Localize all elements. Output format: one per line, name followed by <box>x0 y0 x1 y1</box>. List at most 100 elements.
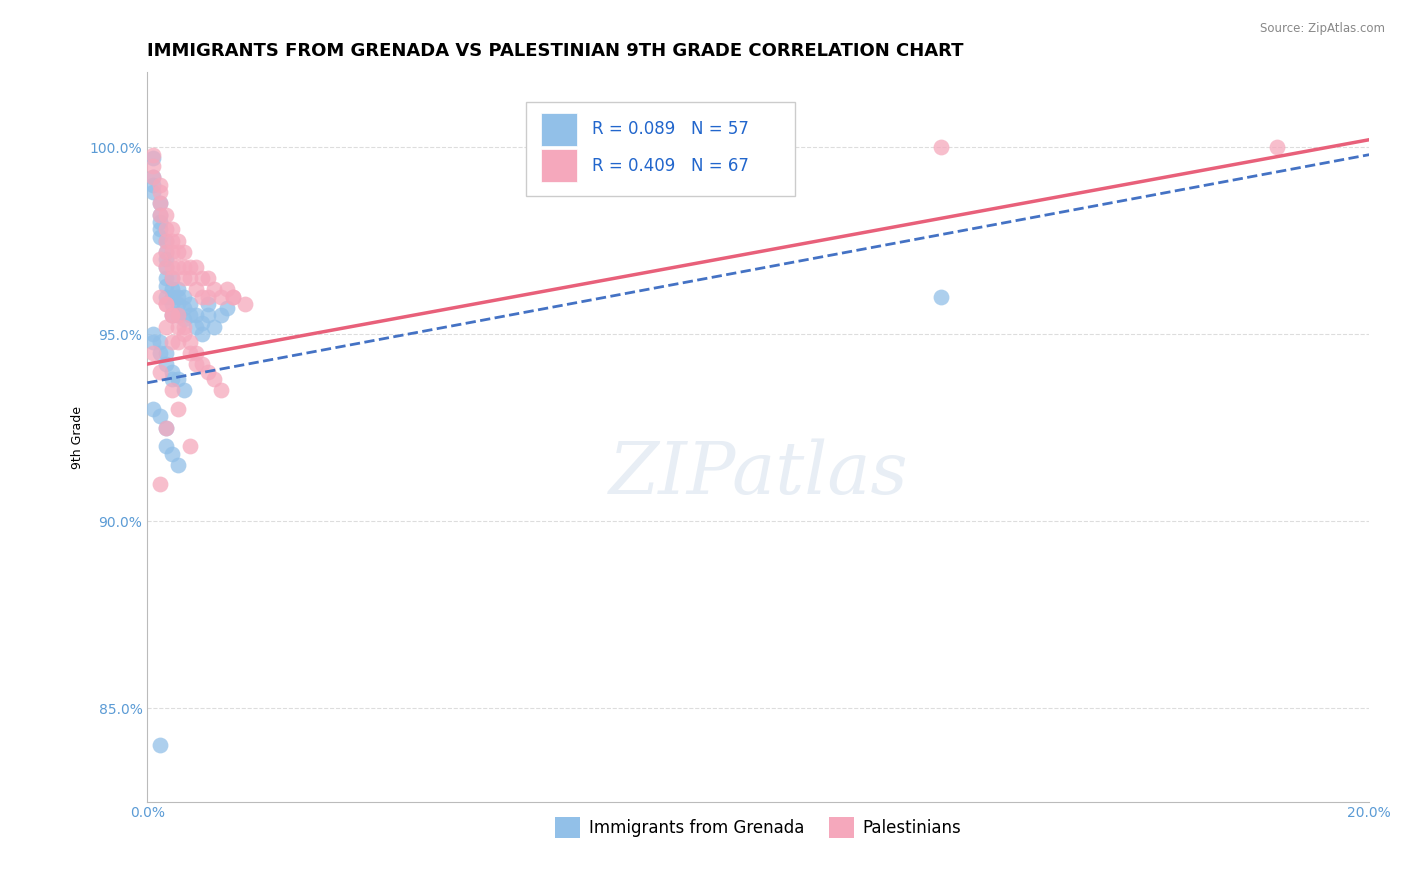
Point <box>142 401 165 416</box>
Point <box>173 271 195 285</box>
Point <box>166 244 188 259</box>
Point <box>155 420 177 434</box>
Point <box>160 384 183 398</box>
Point <box>179 439 201 453</box>
Point <box>160 309 183 323</box>
Point <box>197 309 219 323</box>
Point <box>142 159 165 173</box>
Point <box>155 357 177 371</box>
FancyBboxPatch shape <box>526 102 794 196</box>
Point <box>166 319 188 334</box>
Point <box>197 297 219 311</box>
Point <box>148 207 170 221</box>
Point <box>155 222 177 236</box>
Point <box>197 290 219 304</box>
Point <box>155 234 177 248</box>
Point <box>155 207 177 221</box>
Point <box>160 309 183 323</box>
Point <box>173 260 195 274</box>
FancyBboxPatch shape <box>541 149 578 182</box>
Point <box>179 334 201 349</box>
Text: ZIPatlas: ZIPatlas <box>609 438 908 508</box>
Point <box>173 290 195 304</box>
Point <box>191 357 214 371</box>
Point <box>160 365 183 379</box>
Y-axis label: 9th Grade: 9th Grade <box>72 406 84 468</box>
Point <box>166 334 188 349</box>
Point <box>142 147 165 161</box>
Point <box>191 316 214 330</box>
Point <box>148 230 170 244</box>
Point <box>186 319 208 334</box>
Point <box>142 327 165 342</box>
Point <box>142 152 165 166</box>
Point <box>155 271 177 285</box>
Point <box>186 260 208 274</box>
Point <box>173 319 195 334</box>
Point <box>191 327 214 342</box>
Point <box>160 372 183 386</box>
Point <box>160 290 183 304</box>
Point <box>142 334 165 349</box>
Point <box>179 271 201 285</box>
Point <box>160 309 183 323</box>
Point <box>155 297 177 311</box>
Point <box>148 290 170 304</box>
Point <box>148 365 170 379</box>
Point <box>166 260 188 274</box>
Point <box>209 290 232 304</box>
Point <box>155 234 177 248</box>
Point <box>142 170 165 185</box>
Point <box>148 215 170 229</box>
Point <box>148 252 170 267</box>
Point <box>186 309 208 323</box>
FancyBboxPatch shape <box>541 113 578 145</box>
Point <box>160 447 183 461</box>
Point <box>155 278 177 293</box>
Point <box>160 244 183 259</box>
Point <box>142 170 165 185</box>
Point <box>215 301 238 315</box>
Point <box>173 312 195 326</box>
Point <box>186 346 208 360</box>
Point <box>179 346 201 360</box>
Point <box>155 290 177 304</box>
Point <box>160 297 183 311</box>
Point <box>160 271 183 285</box>
Point <box>155 439 177 453</box>
Point <box>204 282 226 296</box>
Point <box>204 319 226 334</box>
Point <box>191 290 214 304</box>
Point <box>148 185 170 199</box>
Point <box>148 739 170 753</box>
Point <box>197 365 219 379</box>
Point <box>166 401 188 416</box>
Legend: Immigrants from Grenada, Palestinians: Immigrants from Grenada, Palestinians <box>548 811 967 845</box>
Point <box>222 290 245 304</box>
Point <box>166 309 188 323</box>
Point <box>179 309 201 323</box>
Point <box>173 384 195 398</box>
Point <box>148 476 170 491</box>
Point <box>148 346 170 360</box>
Point <box>166 372 188 386</box>
Point <box>155 346 177 360</box>
Point <box>209 309 232 323</box>
Text: R = 0.409   N = 67: R = 0.409 N = 67 <box>592 157 749 175</box>
Point <box>155 252 177 267</box>
Point <box>160 222 183 236</box>
Text: Source: ZipAtlas.com: Source: ZipAtlas.com <box>1260 22 1385 36</box>
Point <box>166 297 188 311</box>
Point <box>155 420 177 434</box>
Point <box>179 260 201 274</box>
Point <box>173 244 195 259</box>
Point <box>160 234 183 248</box>
Point <box>160 282 183 296</box>
Point <box>160 260 183 274</box>
Point <box>148 334 170 349</box>
Point <box>148 196 170 211</box>
Point <box>155 244 177 259</box>
Point <box>931 290 953 304</box>
Point <box>148 178 170 192</box>
Point <box>186 282 208 296</box>
